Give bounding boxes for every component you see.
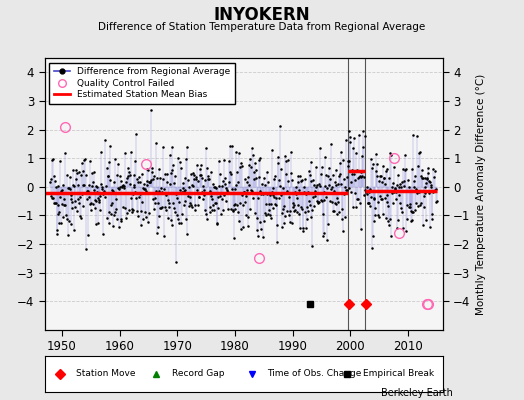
Text: INYOKERN: INYOKERN bbox=[214, 6, 310, 24]
Legend: Difference from Regional Average, Quality Control Failed, Estimated Station Mean: Difference from Regional Average, Qualit… bbox=[49, 62, 235, 104]
Text: Time of Obs. Change: Time of Obs. Change bbox=[268, 370, 362, 378]
Text: Empirical Break: Empirical Break bbox=[363, 370, 434, 378]
Text: Station Move: Station Move bbox=[77, 370, 136, 378]
Text: Record Gap: Record Gap bbox=[172, 370, 224, 378]
Text: Berkeley Earth: Berkeley Earth bbox=[381, 388, 453, 398]
Text: Difference of Station Temperature Data from Regional Average: Difference of Station Temperature Data f… bbox=[99, 22, 425, 32]
Y-axis label: Monthly Temperature Anomaly Difference (°C): Monthly Temperature Anomaly Difference (… bbox=[476, 73, 486, 315]
